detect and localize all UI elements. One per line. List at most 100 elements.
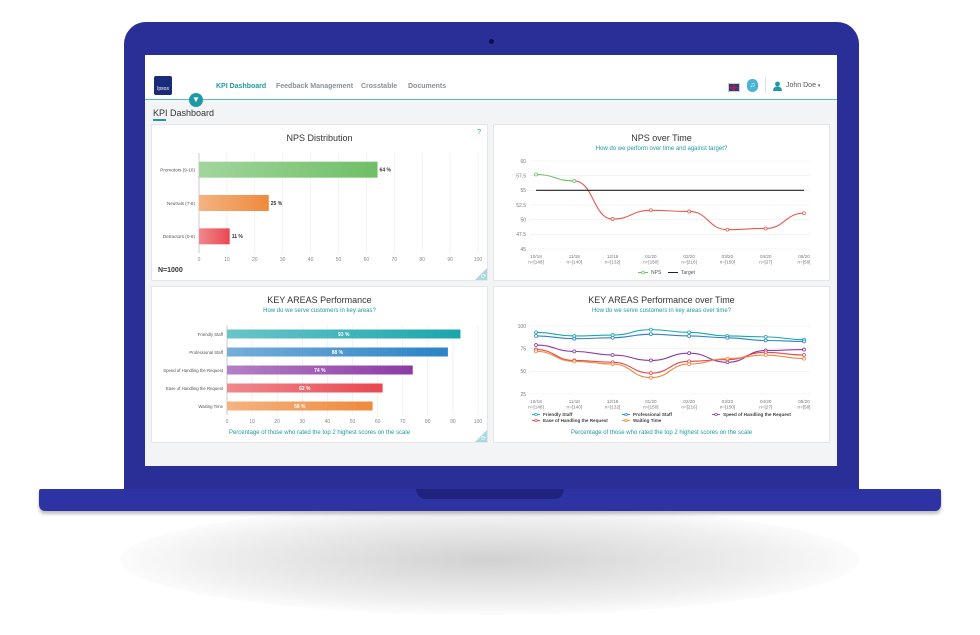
y-tick-label: 45 — [520, 247, 526, 253]
ipsos-logo[interactable]: Ipsos — [154, 76, 172, 95]
refresh-icon[interactable]: ⟳ — [480, 436, 486, 442]
data-point — [572, 336, 577, 341]
x-tick-label: 11/18 — [569, 399, 581, 404]
legend-label: Waiting Time — [633, 418, 662, 423]
data-point — [648, 208, 653, 213]
y-tick-label: 52.5 — [516, 203, 526, 209]
nav-feedback-management[interactable]: Feedback Management — [276, 83, 354, 90]
category-label: Waiting Time — [198, 404, 223, 409]
bar — [227, 365, 413, 375]
category-label: Neutrals (7-8) — [167, 201, 196, 206]
x-tick-label: n=[27] — [759, 260, 772, 265]
x-tick-label: 40 — [325, 419, 331, 425]
nps-distribution-panel: NPS Distribution ? 0 10 20 30 40 50 60 70 80 90 10… — [151, 124, 488, 281]
legend-swatch-marker — [534, 412, 538, 417]
y-tick-label: 100 — [518, 324, 527, 330]
filter-icon[interactable]: ▼ — [189, 93, 203, 107]
nav-crosstable[interactable]: Crosstable — [361, 83, 398, 90]
data-point — [763, 338, 768, 343]
x-tick-label: n=[148] — [528, 260, 543, 265]
x-tick-label: n=[58] — [798, 260, 811, 265]
x-tick-label: 80 — [419, 257, 425, 263]
panel-subtitle: How do we perform over time and against … — [595, 146, 728, 152]
data-label: 62 % — [299, 386, 311, 392]
x-tick-label: 90 — [450, 419, 456, 425]
x-tick-label: 0 — [198, 257, 201, 263]
category-label: Detractors (0-6) — [163, 234, 196, 239]
x-tick-label: 03/20 — [722, 399, 734, 404]
x-tick-label: n=[150] — [720, 405, 735, 410]
nps-distribution-chart: 0 10 20 30 40 50 60 70 80 90 100 Promotors (9-10) 64… — [160, 153, 482, 263]
category-label: Ease of Handling the Request — [166, 386, 224, 391]
x-tick-label: 0 — [226, 419, 229, 425]
x-tick-label: 60 — [364, 257, 370, 263]
legend-swatch-marker — [624, 412, 628, 417]
panel-title: KEY AREAS Performance — [267, 295, 372, 305]
panel-footer: Percentage of those who rated the top 2 … — [570, 430, 753, 436]
x-tick-label: 10/18 — [530, 399, 542, 404]
y-tick-label: 55 — [520, 188, 526, 194]
help-icon[interactable]: ? — [477, 129, 481, 136]
series-line — [535, 329, 805, 341]
legend-label: Friendly Staff — [543, 412, 573, 417]
legend-label: Ease of Handling the Request — [543, 418, 608, 423]
data-label: 11 % — [232, 234, 244, 240]
expand-corner[interactable] — [475, 268, 487, 280]
data-point — [534, 334, 538, 338]
series-line — [765, 212, 805, 230]
bar — [199, 228, 230, 245]
nps-over-time-chart: 4547.55052.55557.56010/18n=[148]11/18n=[… — [516, 159, 811, 276]
data-label: 93 % — [338, 332, 350, 338]
x-tick-label: 03/20 — [722, 254, 734, 259]
data-point — [534, 349, 538, 354]
category-label: Friendly Staff — [198, 332, 224, 337]
x-tick-label: n=[132] — [605, 260, 620, 265]
category-label: Professional Staff — [189, 350, 223, 355]
key-areas-time-panel: KEY AREAS Performance over Time How do w… — [493, 286, 830, 443]
legend-label: Target — [681, 270, 696, 276]
webcam — [489, 39, 494, 44]
data-point — [610, 335, 615, 340]
data-point — [802, 339, 806, 344]
x-tick-label: 11/18 — [569, 254, 581, 259]
data-point — [610, 217, 615, 221]
user-icon[interactable] — [773, 81, 782, 91]
y-tick-label: 50 — [520, 217, 526, 223]
x-tick-label: 01/20 — [645, 254, 657, 259]
x-tick-label: 60 — [375, 419, 381, 425]
panel-title: KEY AREAS Performance over Time — [588, 295, 735, 305]
x-tick-label: 10 — [249, 419, 255, 425]
data-point — [534, 330, 538, 335]
series-line — [612, 209, 651, 220]
laptop-shadow — [120, 505, 860, 615]
y-tick-label: 50 — [520, 369, 526, 375]
nav-kpi-dashboard[interactable]: KPI Dashboard — [216, 83, 267, 90]
uk-flag-icon[interactable] — [728, 83, 740, 92]
x-tick-label: 02/20 — [683, 254, 695, 259]
data-label: 25 % — [271, 201, 283, 207]
title-underline — [153, 119, 166, 121]
data-label: 74 % — [314, 368, 326, 374]
bell-icon[interactable]: ♫ — [747, 79, 758, 92]
data-point — [802, 353, 806, 357]
y-tick-label: 25 — [520, 392, 526, 398]
legend-label: Professional Staff — [633, 412, 673, 417]
x-tick-label: 30 — [280, 257, 286, 263]
series-line — [574, 180, 613, 220]
refresh-icon[interactable]: ⟳ — [480, 274, 486, 280]
data-label: 58 % — [294, 404, 306, 410]
x-tick-label: n=[140] — [567, 405, 582, 410]
expand-corner[interactable] — [475, 430, 487, 442]
legend-label: NPS — [651, 270, 662, 276]
series-line — [535, 173, 575, 182]
x-tick-label: n=[58] — [798, 405, 811, 410]
data-point — [648, 371, 653, 376]
x-tick-label: 100 — [474, 419, 483, 425]
nav-documents[interactable]: Documents — [408, 83, 447, 90]
data-point — [725, 227, 730, 232]
user-menu[interactable]: John Doe ▾ — [786, 82, 820, 89]
series-line — [727, 227, 766, 231]
x-tick-label: n=[150] — [643, 405, 658, 410]
x-tick-label: 12/18 — [607, 399, 619, 404]
data-point — [687, 330, 692, 335]
